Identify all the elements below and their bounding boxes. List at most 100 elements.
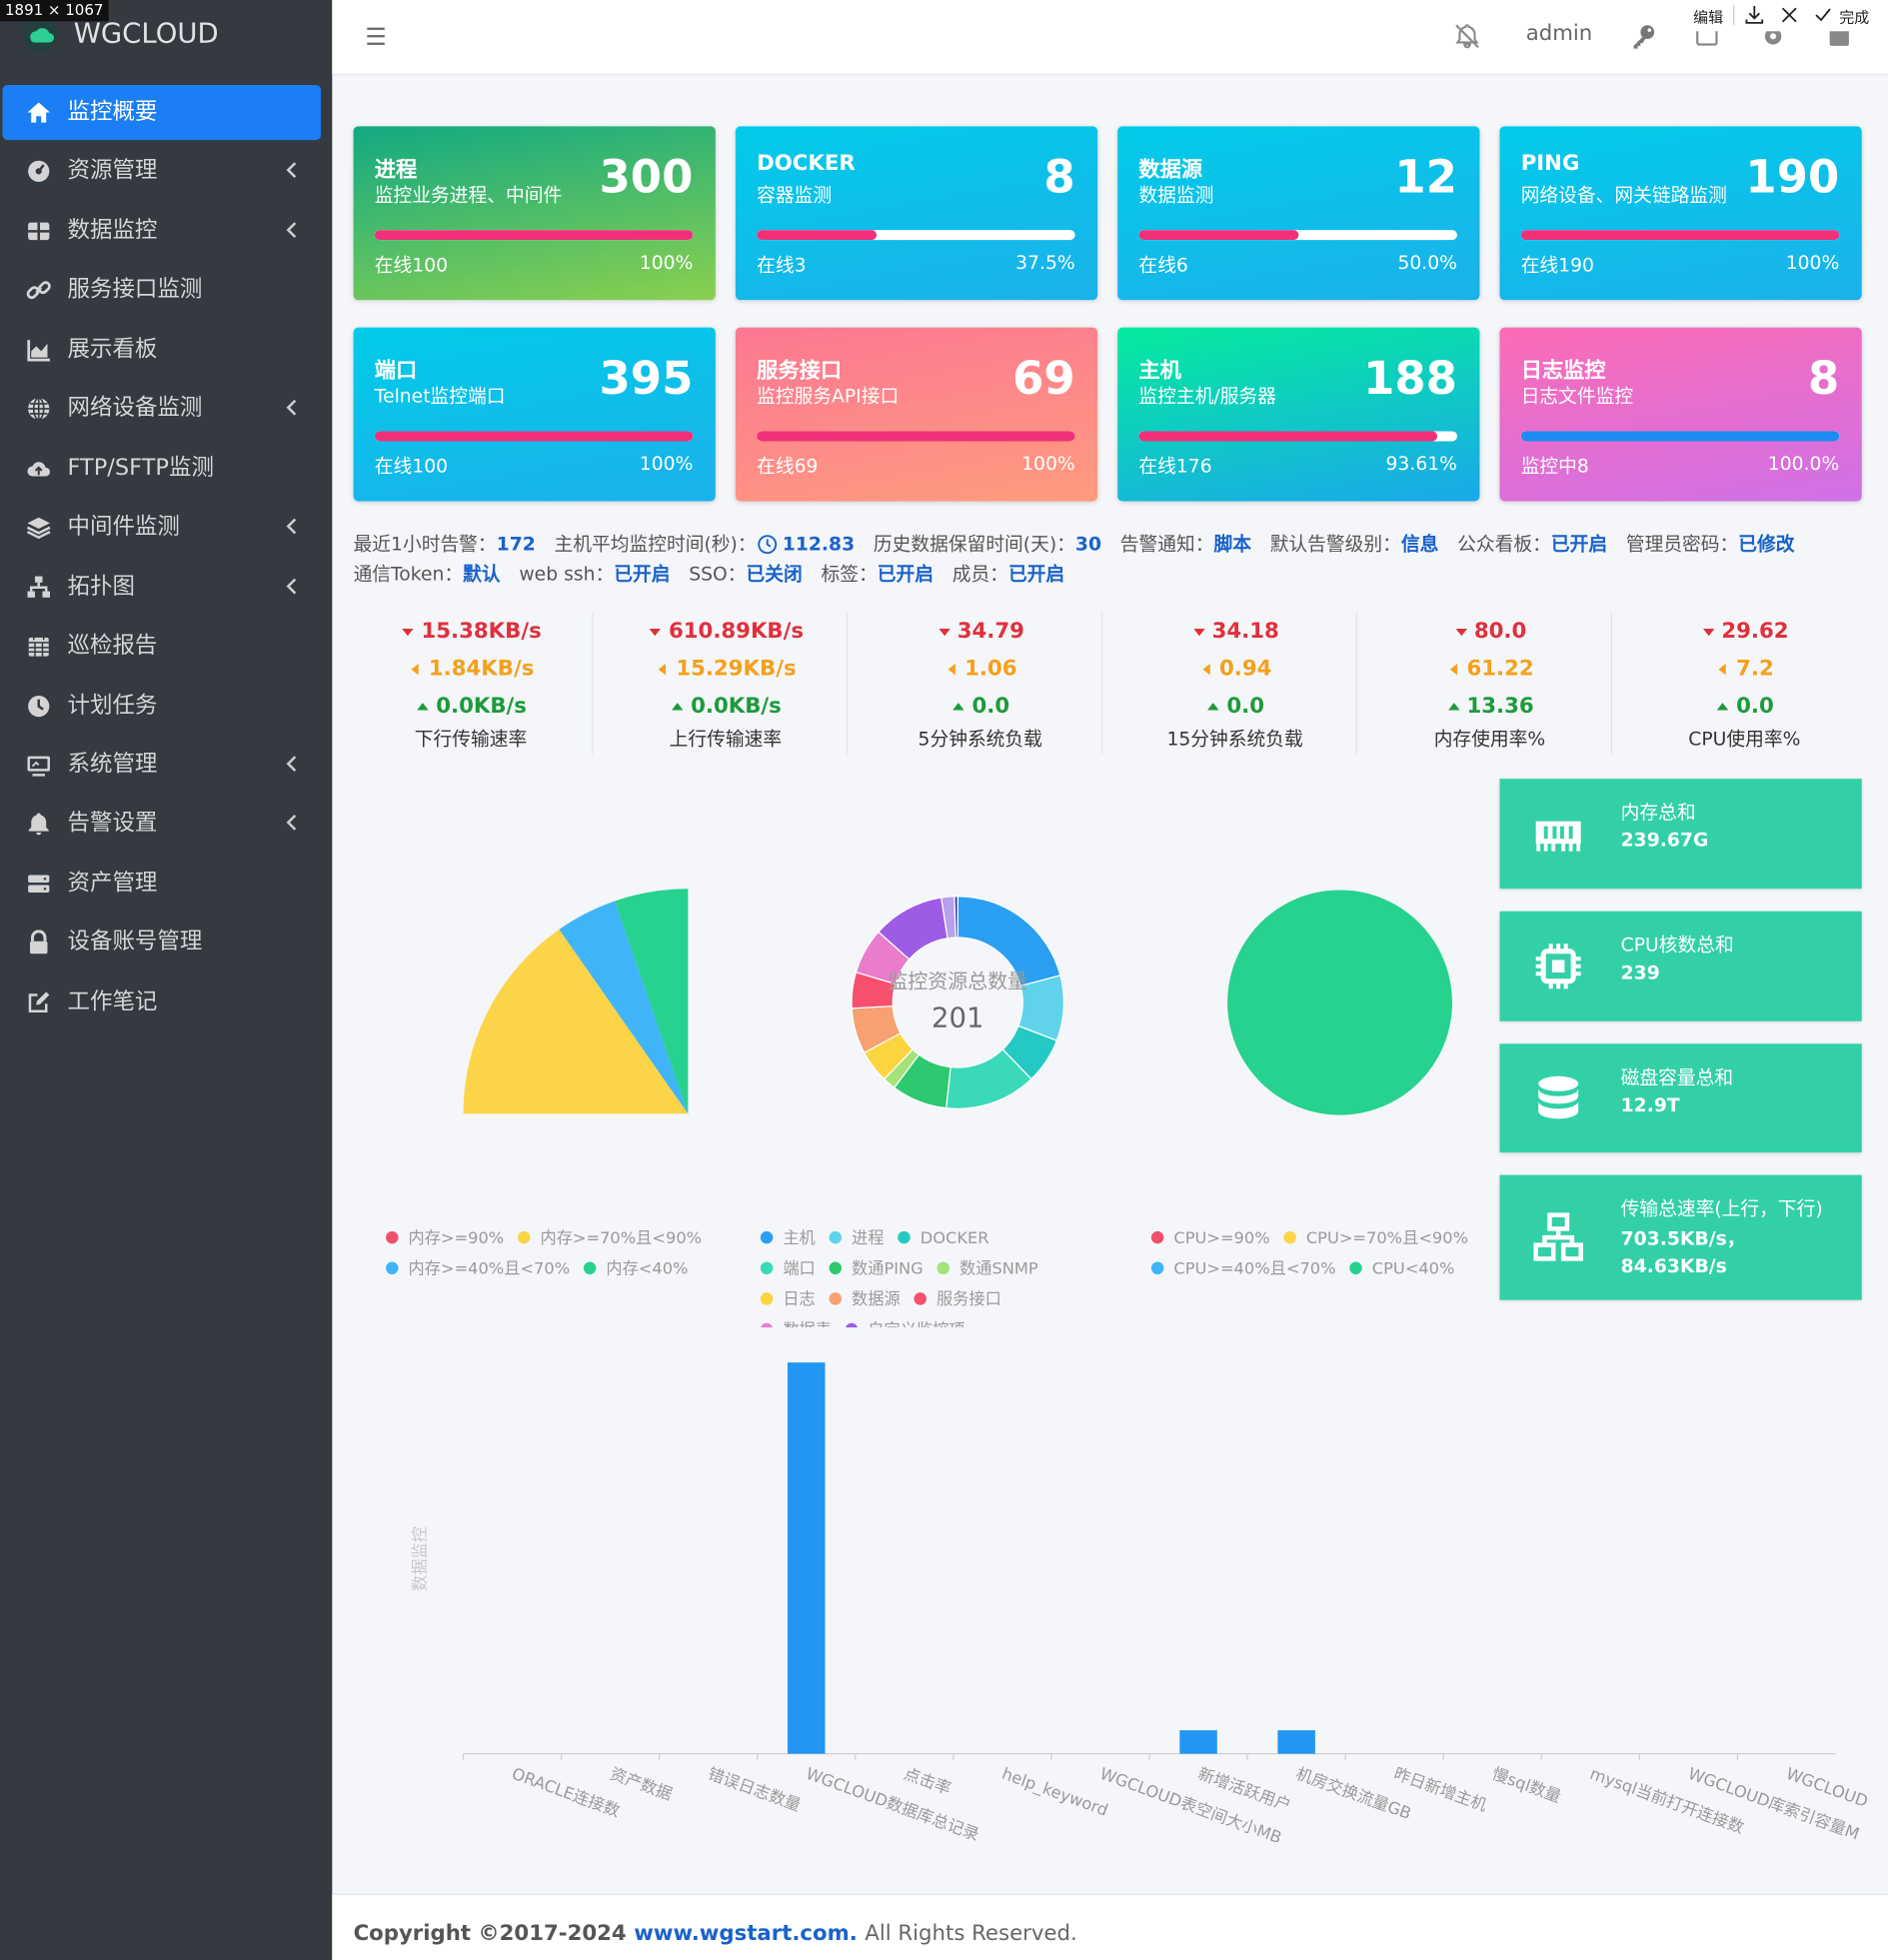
- summary-card[interactable]: 日志监控 日志文件监控 8 监控中8 100.0%: [1499, 327, 1862, 502]
- sidebar-item[interactable]: 展示看板: [2, 322, 321, 377]
- sidebar-item[interactable]: 资产管理: [2, 856, 321, 911]
- stat-divider: [1355, 612, 1358, 755]
- pie-slice: [463, 929, 689, 1114]
- sidebar-item[interactable]: 设备账号管理: [2, 916, 321, 971]
- download-button[interactable]: [1743, 4, 1765, 27]
- progress-fill: [1520, 230, 1840, 241]
- bar: [1277, 1730, 1315, 1754]
- sidebar-icon: [28, 991, 50, 1012]
- sidebar-icon: [28, 695, 50, 717]
- info-label: 历史数据保留时间(天)：: [873, 532, 1075, 556]
- sidebar-item[interactable]: 工作笔记: [2, 975, 321, 1029]
- sidebar-icon: [27, 576, 50, 598]
- stat-value: 34.18: [1211, 619, 1279, 645]
- card-subtitle: Telnet监控端口: [374, 385, 506, 408]
- settings-icon[interactable]: [1759, 23, 1786, 51]
- progress-fill: [1138, 431, 1437, 442]
- done-button[interactable]: 完成: [1839, 8, 1870, 27]
- info-label: SSO：: [689, 562, 747, 586]
- sidebar-icon: [27, 756, 50, 777]
- legend-label: 服务接口: [937, 1289, 1001, 1308]
- card-count: 190: [1745, 152, 1840, 204]
- icon-part: [27, 339, 50, 362]
- sidebar-item[interactable]: 网络设备监测: [2, 382, 321, 437]
- footer-link[interactable]: www.wgstart.com.: [634, 1921, 858, 1947]
- info-value[interactable]: 已修改: [1738, 532, 1795, 556]
- progress-track: [374, 230, 694, 241]
- info-value[interactable]: 112.83: [782, 532, 856, 556]
- icon-part: [28, 635, 49, 657]
- sidebar-item[interactable]: 监控概要: [2, 85, 322, 141]
- info-value[interactable]: 已开启: [877, 562, 934, 586]
- summary-card[interactable]: 端口 Telnet监控端口 395 在线100 100%: [353, 327, 716, 502]
- notification-off-icon[interactable]: [1453, 23, 1480, 51]
- logout-icon[interactable]: [1826, 23, 1853, 51]
- submenu-arrow: [286, 162, 297, 179]
- sidebar-item[interactable]: 计划任务: [2, 678, 321, 733]
- info-value[interactable]: 已开启: [1550, 532, 1608, 556]
- password-icon[interactable]: [1629, 23, 1656, 51]
- legend-dot: [760, 1230, 774, 1244]
- sidebar-item[interactable]: 告警设置: [2, 797, 321, 852]
- done-icon[interactable]: [1813, 5, 1833, 25]
- sidebar-item[interactable]: 巡检报告: [2, 619, 321, 674]
- legend-item: 内存<40%: [583, 1259, 688, 1278]
- legend-item: 内存>=70%且<90%: [517, 1228, 702, 1247]
- sidebar-item[interactable]: 服务接口监测: [2, 263, 321, 318]
- legend-label: 主机: [783, 1228, 815, 1247]
- sidebar-label: 数据监控: [67, 217, 158, 244]
- info-value[interactable]: 已开启: [614, 562, 671, 586]
- icon-part: [1538, 1075, 1579, 1091]
- sidebar-item[interactable]: 系统管理: [2, 738, 321, 793]
- summary-card[interactable]: 数据源 数据监测 12 在线6 50.0%: [1117, 126, 1480, 301]
- stat-divider: [1100, 612, 1103, 755]
- icon-part: [36, 991, 50, 1005]
- info-value[interactable]: 默认: [463, 562, 501, 586]
- legend-dot: [937, 1261, 950, 1275]
- legend-label: FTP: [901, 1350, 930, 1369]
- stat-value: 0.0KB/s: [436, 694, 527, 720]
- card-online: 在线69: [757, 455, 819, 478]
- stat-row: 0.0KB/s: [344, 693, 599, 721]
- submenu-arrow: [286, 518, 297, 535]
- menu-toggle[interactable]: [364, 24, 389, 49]
- info-value[interactable]: 30: [1074, 532, 1101, 556]
- stat-row: 7.2: [1617, 655, 1872, 683]
- username[interactable]: admin: [1525, 21, 1593, 47]
- stat-arrow: [1192, 628, 1205, 636]
- stat-value: 29.62: [1721, 619, 1789, 645]
- info-value[interactable]: 172: [496, 532, 536, 556]
- progress-track: [757, 230, 1075, 241]
- info-item: 最近1小时告警：172: [354, 533, 536, 556]
- icon-part: [1455, 24, 1479, 49]
- legend-label: 端口: [783, 1259, 815, 1278]
- sidebar-item[interactable]: 拓扑图: [2, 560, 321, 615]
- summary-card[interactable]: 进程 监控业务进程、中间件 300 在线100 100%: [353, 126, 716, 301]
- summary-card[interactable]: 服务接口 监控服务API接口 69 在线69 100%: [735, 327, 1098, 502]
- info-value[interactable]: 已关闭: [746, 562, 803, 586]
- total-title: 传输总速率(上行，下行): [1620, 1197, 1823, 1220]
- stat-row: 0.94: [1107, 655, 1362, 683]
- stat-arrow: [650, 628, 662, 636]
- summary-card[interactable]: 主机 监控主机/服务器 188 在线176 93.61%: [1117, 327, 1480, 502]
- stat-value: 0.0: [1736, 694, 1774, 720]
- sidebar-item[interactable]: 资源管理: [2, 144, 321, 199]
- summary-card[interactable]: DOCKER 容器监测 8 在线3 37.5%: [735, 126, 1098, 301]
- sidebar-item[interactable]: 中间件监测: [2, 500, 321, 555]
- sidebar-item[interactable]: FTP/SFTP监测: [2, 441, 321, 496]
- legend-dot: [829, 1230, 843, 1244]
- legend-dot: [898, 1230, 911, 1244]
- close-button[interactable]: [1778, 4, 1800, 27]
- info-value[interactable]: 脚本: [1213, 532, 1251, 556]
- summary-card[interactable]: PING 网络设备、网关链路监测 190 在线190 100%: [1499, 126, 1862, 301]
- edit-button[interactable]: 编辑: [1693, 8, 1724, 27]
- rights: All Rights Reserved.: [865, 1921, 1077, 1947]
- info-value[interactable]: 已开启: [1007, 562, 1065, 586]
- legend-label: 数通PING: [852, 1259, 924, 1278]
- info-value[interactable]: 信息: [1400, 532, 1439, 556]
- sidebar-label: 工作笔记: [67, 987, 158, 1015]
- stat-arrow: [411, 663, 420, 675]
- sidebar-item[interactable]: 数据监控: [2, 204, 321, 259]
